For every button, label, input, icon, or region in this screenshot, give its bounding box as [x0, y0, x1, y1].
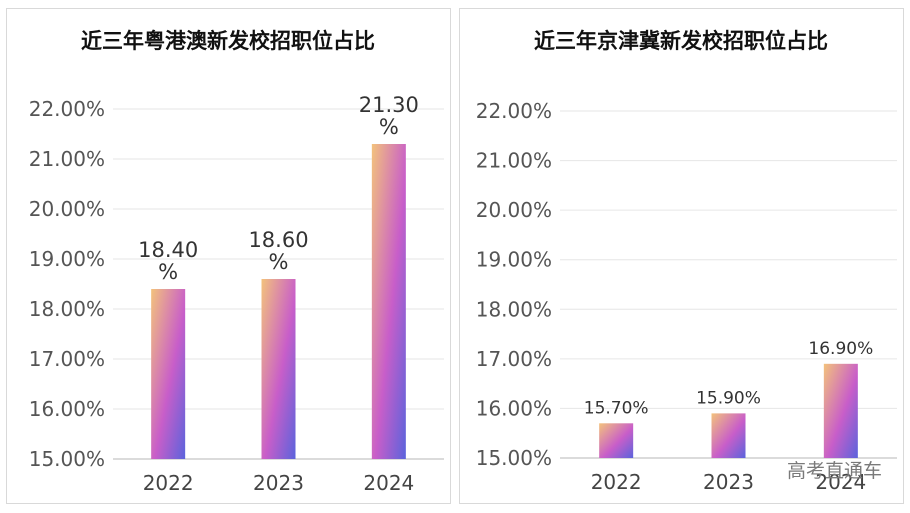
- bar-chart-jingjinji: 近三年京津冀新发校招职位占比 15.00% 16.00% 17.00% 18.00% 19…: [476, 29, 897, 494]
- y-tick-label: 16.00%: [476, 396, 552, 420]
- y-tick-label: 15.00%: [29, 447, 105, 471]
- y-tick-label: 17.00%: [29, 347, 105, 371]
- y-tick-label: 15.00%: [476, 446, 552, 470]
- y-tick-label: 20.00%: [29, 197, 105, 221]
- x-tick-label: 2024: [815, 470, 866, 494]
- chart-panel-jingjinji: 近三年京津冀新发校招职位占比 15.00% 16.00% 17.00% 18.00% 19…: [459, 8, 904, 504]
- y-tick-label: 17.00%: [476, 347, 552, 371]
- chart-title: 近三年京津冀新发校招职位占比: [534, 29, 828, 53]
- data-label: 21.30%: [359, 93, 419, 139]
- y-tick-label: 16.00%: [29, 397, 105, 421]
- data-label: 18.40%: [138, 238, 198, 284]
- y-tick-label: 18.00%: [476, 297, 552, 321]
- chart-title: 近三年粤港澳新发校招职位占比: [81, 29, 375, 53]
- data-label: 15.70%: [584, 398, 649, 418]
- y-tick-label: 21.00%: [476, 149, 552, 173]
- y-tick-label: 22.00%: [29, 97, 105, 121]
- y-tick-label: 20.00%: [476, 198, 552, 222]
- y-tick-label: 19.00%: [476, 248, 552, 272]
- x-tick-label: 2023: [253, 471, 304, 495]
- data-label: 15.90%: [696, 388, 761, 408]
- y-tick-label: 18.00%: [29, 297, 105, 321]
- data-label: 18.60%: [248, 228, 308, 274]
- x-tick-label: 2022: [143, 471, 194, 495]
- bar-2022: [151, 289, 186, 459]
- x-tick-label: 2023: [703, 470, 754, 494]
- chart-panel-greater-bay: 近三年粤港澳新发校招职位占比 15.00% 16.00% 17.00% 18.00% 19…: [6, 8, 451, 504]
- bar-2023: [261, 279, 296, 459]
- y-tick-label: 19.00%: [29, 247, 105, 271]
- bar-2024: [371, 144, 406, 459]
- x-tick-label: 2024: [363, 471, 414, 495]
- bar-2022: [599, 423, 634, 458]
- bar-chart-greater-bay: 近三年粤港澳新发校招职位占比 15.00% 16.00% 17.00% 18.00% 19…: [29, 29, 444, 495]
- y-tick-label: 22.00%: [476, 99, 552, 123]
- bar-2023: [711, 413, 746, 458]
- bar-2024: [823, 363, 858, 458]
- data-label: 16.90%: [808, 339, 873, 359]
- y-tick-label: 21.00%: [29, 147, 105, 171]
- watermark-text: 高考直通车: [786, 460, 882, 482]
- x-tick-label: 2022: [591, 470, 642, 494]
